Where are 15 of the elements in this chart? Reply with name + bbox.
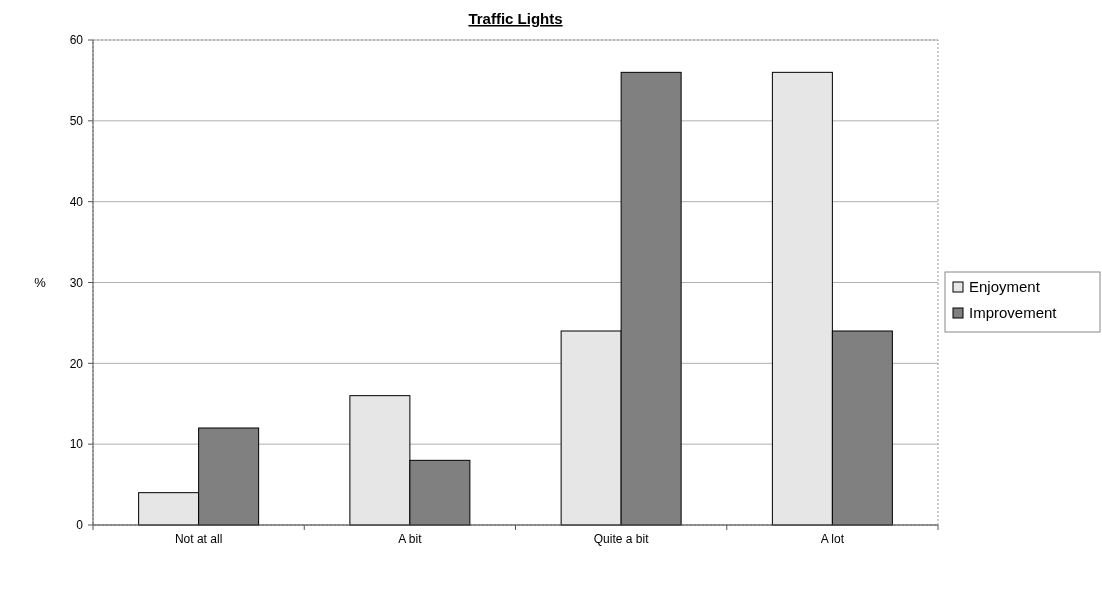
y-tick-label: 0 [76,518,84,533]
y-tick-label: 50 [69,114,84,129]
y-tick-label: 20 [69,356,84,371]
legend-label: Enjoyment [969,278,1041,296]
x-tick-label: Not at all [174,532,223,546]
x-tick-label: A lot [820,532,845,546]
y-tick-label: 30 [69,275,84,290]
y-tick-label: 10 [69,437,84,452]
y-tick-label: 40 [69,194,84,209]
legend-label: Improvement [969,304,1058,322]
chart-title: Traffic Lights [468,10,563,27]
x-tick-label: A bit [398,532,423,546]
y-axis-title: % [34,275,47,291]
x-tick-label: Quite a bit [593,532,650,546]
y-tick-label: 60 [69,33,84,48]
